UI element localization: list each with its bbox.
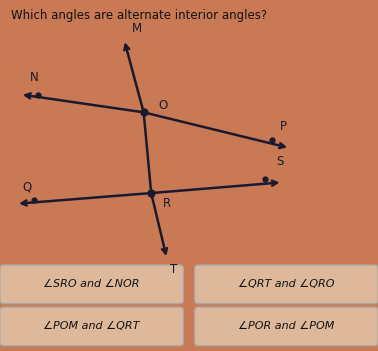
Text: ∠POM and ∠QRT: ∠POM and ∠QRT <box>43 322 140 331</box>
Text: O: O <box>159 99 168 112</box>
Text: N: N <box>30 71 39 84</box>
Text: ∠SRO and ∠NOR: ∠SRO and ∠NOR <box>43 279 140 289</box>
Text: Q: Q <box>23 180 32 193</box>
Text: T: T <box>170 263 177 276</box>
FancyBboxPatch shape <box>0 307 183 346</box>
FancyBboxPatch shape <box>0 265 183 304</box>
FancyBboxPatch shape <box>195 265 378 304</box>
Text: ∠QRT and ∠QRO: ∠QRT and ∠QRO <box>238 279 335 289</box>
Text: ∠POR and ∠POM: ∠POR and ∠POM <box>238 322 335 331</box>
Text: P: P <box>280 120 287 133</box>
Text: S: S <box>276 155 284 168</box>
Text: M: M <box>132 22 143 35</box>
FancyBboxPatch shape <box>195 307 378 346</box>
Text: Which angles are alternate interior angles?: Which angles are alternate interior angl… <box>11 9 268 22</box>
Text: R: R <box>163 197 170 210</box>
